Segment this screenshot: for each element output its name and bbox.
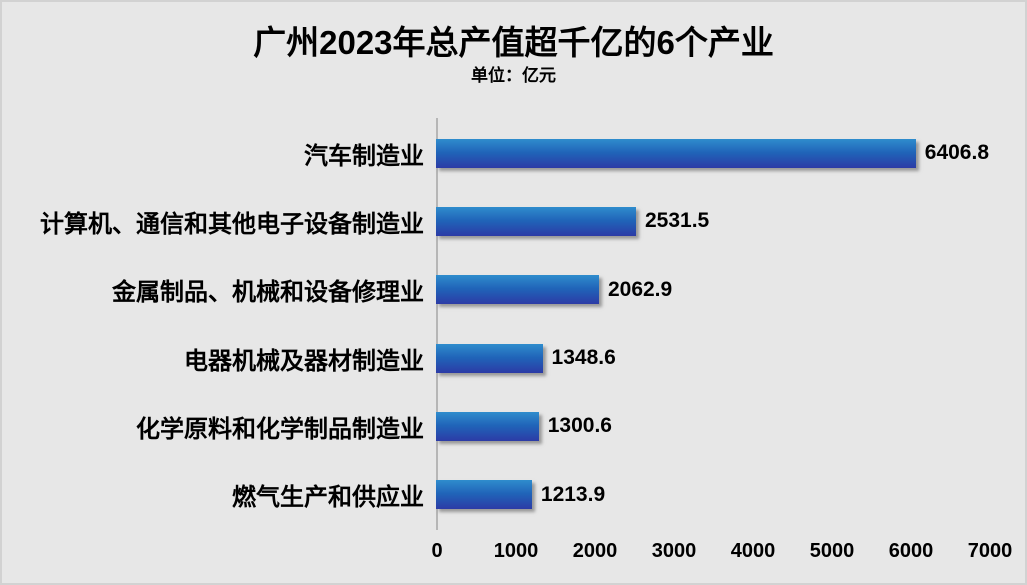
category-label: 燃气生产和供应业 — [232, 484, 424, 512]
category-label: 金属制品、机械和设备修理业 — [112, 279, 424, 307]
bar — [436, 138, 916, 168]
bar — [436, 206, 636, 236]
bar — [436, 480, 532, 510]
x-tick-label: 5000 — [809, 540, 855, 562]
value-label: 2062.9 — [607, 277, 673, 301]
chart-row: 计算机、通信和其他电子设备制造业 2531.5 — [2, 187, 1025, 255]
x-axis: 0 1000 2000 3000 4000 5000 6000 7000 — [431, 540, 1012, 568]
bar-track: 2062.9 — [436, 275, 989, 305]
chart-unit-label: 单位：亿元 — [471, 66, 556, 85]
value-label: 2531.5 — [644, 209, 710, 233]
category-label: 电器机械及器材制造业 — [184, 347, 424, 375]
chart-row: 化学原料和化学制品制造业 1300.6 — [2, 392, 1025, 460]
bar-track: 1348.6 — [436, 343, 989, 373]
x-tick-label: 2000 — [572, 540, 618, 562]
x-tick-label: 6000 — [888, 540, 934, 562]
bar — [436, 275, 599, 305]
bar-track: 6406.8 — [436, 138, 989, 168]
bar-track: 1213.9 — [436, 480, 989, 510]
x-tick-label: 7000 — [967, 540, 1013, 562]
category-label: 汽车制造业 — [304, 142, 424, 170]
bar-track: 1300.6 — [436, 411, 989, 441]
bar-track: 2531.5 — [436, 206, 989, 236]
bar — [436, 343, 543, 373]
chart-title: 广州2023年总产值超千亿的6个产业 — [253, 24, 774, 61]
x-tick-label: 4000 — [730, 540, 776, 562]
x-tick-label: 1000 — [493, 540, 539, 562]
y-axis-line — [436, 118, 438, 530]
category-label: 计算机、通信和其他电子设备制造业 — [40, 210, 424, 238]
bar — [436, 411, 539, 441]
category-label: 化学原料和化学制品制造业 — [136, 415, 424, 443]
x-tick-label: 0 — [431, 540, 443, 562]
value-label: 1348.6 — [551, 346, 616, 370]
chart-row: 电器机械及器材制造业 1348.6 — [2, 324, 1025, 392]
value-label: 1300.6 — [547, 414, 612, 438]
chart-row: 金属制品、机械和设备修理业 2062.9 — [2, 256, 1025, 324]
x-tick-label: 3000 — [651, 540, 697, 562]
chart-row: 汽车制造业 6406.8 — [2, 119, 1025, 187]
chart-row: 燃气生产和供应业 1213.9 — [2, 460, 1025, 528]
bar-rows: 汽车制造业 6406.8 计算机、通信和其他电子设备制造业 2531.5 金属制… — [2, 119, 1025, 529]
value-label: 1213.9 — [540, 482, 606, 506]
value-label: 6406.8 — [924, 141, 989, 165]
